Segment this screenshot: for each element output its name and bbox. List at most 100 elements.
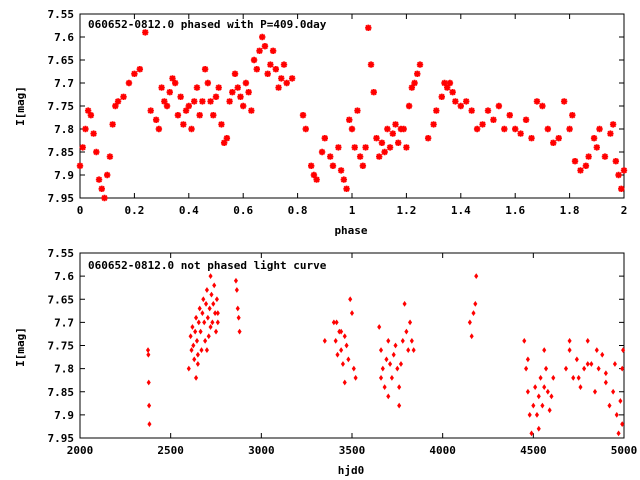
light-curve-data-point bbox=[540, 402, 545, 409]
light-curve-data-point bbox=[213, 328, 219, 335]
phased-data-point bbox=[367, 61, 375, 68]
phased-data-point bbox=[84, 107, 92, 114]
phased-data-point bbox=[351, 144, 358, 151]
light-curve-ytick-label: 7.9 bbox=[54, 409, 74, 422]
light-curve-data-point bbox=[585, 337, 590, 344]
light-curve-data-point bbox=[210, 319, 215, 326]
light-curve-data-point bbox=[596, 365, 601, 372]
light-curve-data-point bbox=[542, 384, 547, 391]
phased-data-point bbox=[452, 98, 459, 105]
light-curve-data-point bbox=[333, 337, 338, 344]
phased-plot-xlabel: phase bbox=[334, 224, 367, 237]
phased-data-point bbox=[210, 112, 217, 119]
light-curve-data-point bbox=[589, 361, 594, 367]
phased-data-point bbox=[253, 66, 260, 73]
phased-data-point bbox=[240, 102, 247, 110]
phased-data-point bbox=[446, 79, 454, 87]
phased-data-point bbox=[400, 125, 407, 133]
phased-data-point bbox=[571, 158, 579, 165]
light-curve-data-point bbox=[411, 347, 416, 354]
light-curve-data-point bbox=[194, 337, 200, 344]
phased-data-point bbox=[172, 79, 179, 87]
light-curve-ytick-label: 7.55 bbox=[48, 247, 75, 260]
phased-data-point bbox=[449, 89, 456, 96]
phased-ytick-label: 7.95 bbox=[48, 192, 75, 205]
phased-xtick-label: 0.6 bbox=[233, 204, 253, 217]
phased-data-point bbox=[362, 144, 369, 151]
light-curve-data-point bbox=[206, 333, 211, 340]
phased-data-point bbox=[204, 79, 212, 87]
phased-data-point bbox=[191, 98, 198, 105]
light-curve-data-point bbox=[467, 319, 472, 326]
phased-data-point bbox=[136, 66, 144, 73]
light-curve-data-point bbox=[322, 337, 327, 344]
phased-data-point bbox=[560, 98, 568, 105]
phased-data-point bbox=[337, 167, 345, 174]
phased-data-point bbox=[261, 43, 269, 50]
phased-data-point bbox=[430, 121, 437, 128]
light-curve-data-point bbox=[186, 365, 191, 372]
light-curve-xtick-label: 4000 bbox=[429, 444, 456, 457]
light-curve-data-point bbox=[190, 324, 195, 330]
light-curve-data-point bbox=[200, 310, 205, 317]
light-curve-ytick-label: 7.8 bbox=[54, 363, 74, 376]
phased-data-point bbox=[93, 148, 100, 156]
light-curve-data-point bbox=[551, 374, 556, 381]
phased-data-point bbox=[166, 89, 173, 96]
phased-data-point bbox=[185, 102, 192, 110]
phased-plot-ylabel: I[mag] bbox=[14, 86, 27, 126]
light-curve-data-point bbox=[208, 273, 213, 280]
light-curve-ytick-label: 7.65 bbox=[48, 293, 75, 306]
phased-ytick-label: 7.6 bbox=[54, 31, 74, 44]
phased-data-point bbox=[566, 125, 573, 133]
light-curve-data-point bbox=[404, 328, 409, 335]
light-curve-data-point bbox=[147, 421, 152, 428]
phased-data-point bbox=[340, 176, 348, 183]
light-curve-data-point bbox=[198, 328, 203, 335]
phased-data-point bbox=[601, 153, 609, 160]
phased-data-point bbox=[250, 56, 258, 64]
light-curve-data-point bbox=[582, 365, 587, 372]
phased-data-point bbox=[346, 116, 353, 123]
light-curve-data-point bbox=[400, 337, 405, 344]
phased-data-point bbox=[392, 121, 399, 128]
light-curve-data-point bbox=[538, 374, 543, 381]
light-curve-data-point bbox=[340, 361, 345, 367]
light-curve-data-point bbox=[234, 287, 239, 293]
phased-data-point bbox=[403, 144, 410, 151]
light-curve-data-point bbox=[378, 347, 384, 354]
phased-data-point bbox=[234, 84, 241, 91]
light-curve-data-point bbox=[196, 319, 201, 326]
phased-data-point bbox=[152, 116, 160, 123]
phased-data-point bbox=[158, 84, 165, 91]
light-curve-data-point bbox=[388, 361, 393, 367]
phased-data-point bbox=[278, 75, 285, 82]
light-curve-xtick-label: 3000 bbox=[248, 444, 275, 457]
phased-data-point bbox=[196, 112, 203, 119]
light-curve-data-point bbox=[549, 393, 554, 400]
light-curve-data-point bbox=[351, 365, 356, 372]
phased-data-point bbox=[585, 153, 592, 160]
phased-xtick-label: 1.4 bbox=[451, 204, 471, 217]
phased-data-point bbox=[373, 135, 380, 142]
phased-data-point bbox=[259, 33, 266, 41]
phased-data-point bbox=[98, 185, 105, 192]
phased-data-point bbox=[359, 162, 367, 169]
phased-data-point bbox=[612, 158, 620, 165]
light-curve-data-point bbox=[612, 361, 617, 367]
light-curve-data-point bbox=[195, 351, 200, 358]
light-curve-data-point bbox=[147, 402, 152, 409]
phased-data-point bbox=[193, 84, 201, 91]
light-curve-data-point bbox=[339, 328, 344, 335]
phased-data-point bbox=[188, 125, 195, 133]
light-curve-data-point bbox=[402, 300, 407, 307]
phased-data-point bbox=[95, 176, 103, 183]
phased-data-point bbox=[424, 135, 432, 142]
phased-data-point bbox=[90, 130, 97, 137]
phased-data-point bbox=[596, 125, 603, 133]
light-curve-data-point bbox=[406, 347, 411, 354]
light-curve-data-point bbox=[203, 337, 208, 344]
phased-data-point bbox=[76, 162, 84, 169]
phased-ytick-label: 7.7 bbox=[54, 77, 74, 90]
